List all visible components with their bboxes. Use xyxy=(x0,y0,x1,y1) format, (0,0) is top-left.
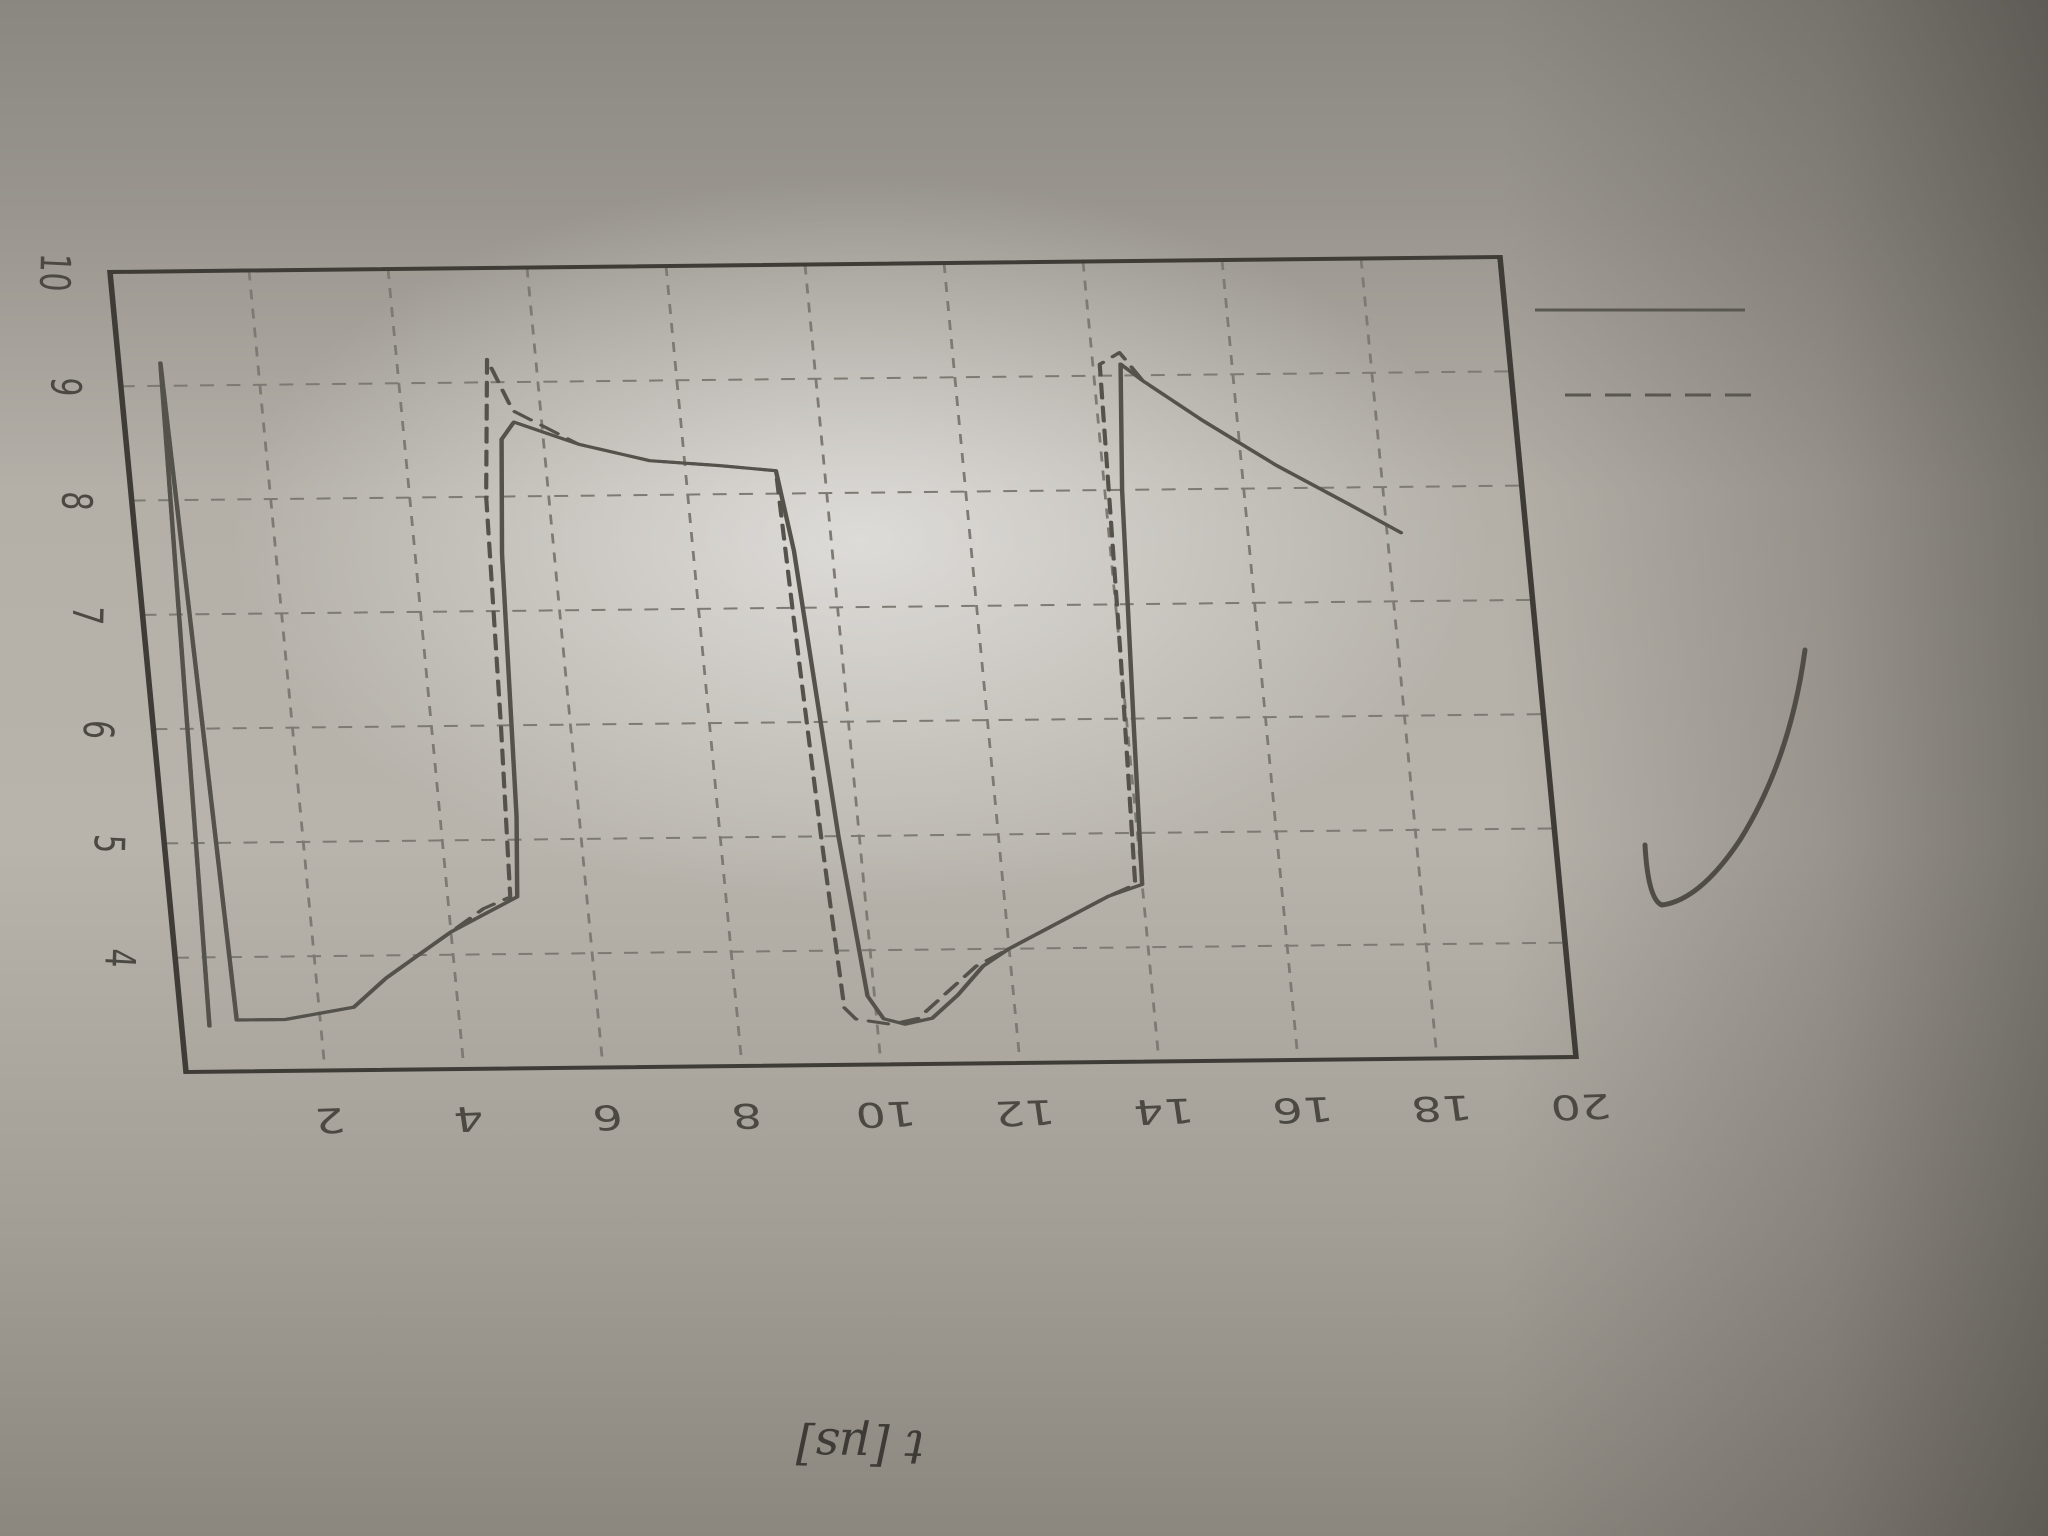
pencil-check-mark xyxy=(1642,647,1808,908)
series-layer xyxy=(158,351,1404,1028)
x-tick-label: 16 xyxy=(1270,1089,1336,1131)
horizontal-gridline xyxy=(175,941,1566,959)
vertical-gridline xyxy=(1220,259,1300,1061)
x-tick-label: 10 xyxy=(853,1093,919,1135)
x-tick-label: 4 xyxy=(451,1098,487,1139)
grid-layer xyxy=(120,258,1566,1071)
y-tick-label: 5 xyxy=(84,833,134,855)
vertical-gridline xyxy=(1359,258,1439,1059)
vertical-gridline xyxy=(386,268,466,1070)
horizontal-gridline xyxy=(131,484,1522,502)
chart-plane: 2 4 6 8 10 12 14 16 18 20 4 5 6 7 8 9 10 xyxy=(30,252,1614,1141)
tick-layer: 2 4 6 8 10 12 14 16 18 20 4 5 6 7 8 9 10 xyxy=(30,252,1614,1141)
x-tick-label: 20 xyxy=(1548,1086,1614,1128)
y-tick-label: 10 xyxy=(30,252,80,293)
x-axis-title: t [µs] xyxy=(795,1417,924,1475)
horizontal-gridline xyxy=(153,713,1544,731)
x-tick-label: 8 xyxy=(729,1095,765,1136)
x-tick-label: 18 xyxy=(1409,1087,1475,1129)
vertical-gridline xyxy=(942,262,1022,1064)
x-tick-label: 2 xyxy=(312,1100,348,1141)
y-tick-label: 4 xyxy=(95,947,145,969)
horizontal-gridline xyxy=(164,827,1555,845)
vertical-gridline xyxy=(525,267,605,1068)
vertical-gridline xyxy=(803,264,883,1065)
legend xyxy=(1535,308,1760,397)
vertical-gridline xyxy=(247,270,327,1071)
y-tick-label: 6 xyxy=(73,719,123,741)
plot-frame xyxy=(107,254,1579,1075)
x-tick-label: 14 xyxy=(1131,1090,1197,1132)
x-tick-label: 6 xyxy=(590,1097,626,1138)
series-line-solid xyxy=(158,361,1404,1028)
vertical-gridline xyxy=(664,265,744,1067)
series-line-dashed xyxy=(158,351,1404,1028)
y-tick-label: 7 xyxy=(62,605,112,627)
x-tick-label: 12 xyxy=(992,1092,1058,1134)
horizontal-gridline xyxy=(120,370,1511,388)
horizontal-gridline xyxy=(142,598,1533,616)
y-tick-label: 8 xyxy=(52,490,102,512)
y-tick-label: 9 xyxy=(41,376,91,398)
